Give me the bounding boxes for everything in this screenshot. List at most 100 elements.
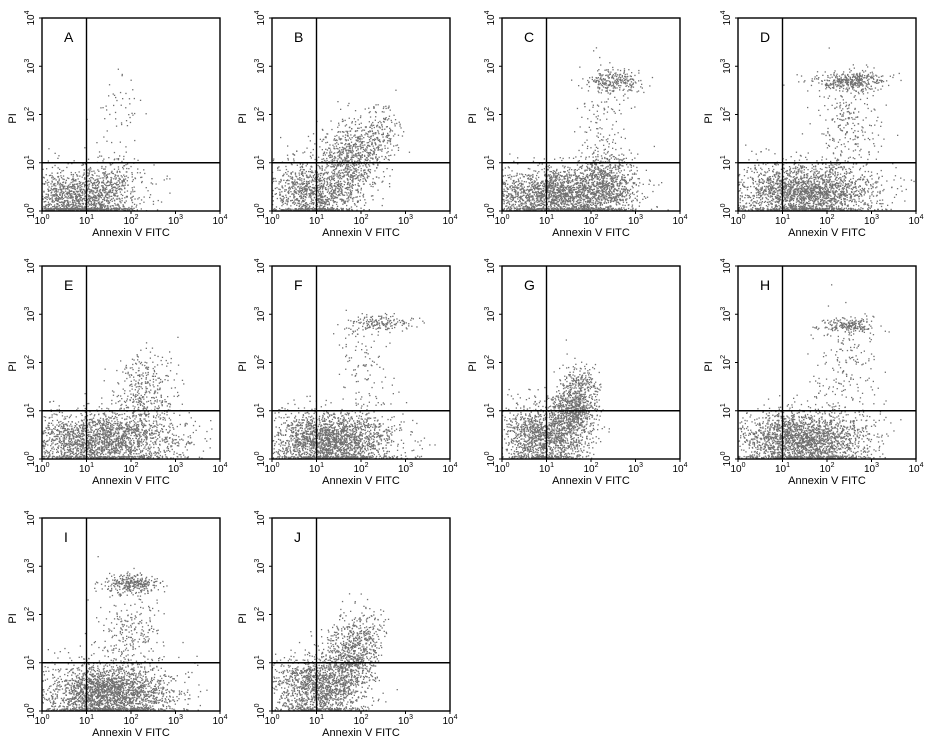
data-point	[55, 190, 57, 193]
data-point	[293, 185, 295, 187]
data-point	[73, 188, 76, 190]
data-point	[275, 209, 277, 211]
data-point	[280, 136, 282, 139]
data-point	[344, 171, 346, 173]
data-point	[95, 208, 98, 210]
data-point	[568, 207, 570, 209]
data-point	[45, 206, 47, 209]
data-point	[373, 126, 375, 129]
data-point	[273, 208, 275, 211]
data-point	[311, 190, 313, 192]
data-point	[121, 197, 123, 200]
data-point	[305, 187, 307, 190]
data-point	[117, 186, 119, 188]
data-point	[544, 189, 546, 191]
data-point	[304, 202, 306, 205]
data-point	[594, 185, 596, 188]
data-point	[368, 152, 370, 154]
data-point	[63, 200, 66, 202]
data-point	[612, 181, 614, 183]
data-point	[347, 171, 349, 173]
data-point	[337, 164, 340, 166]
data-point	[581, 167, 583, 170]
data-point	[371, 125, 373, 127]
data-point	[349, 158, 352, 161]
data-point	[108, 181, 110, 183]
data-point	[594, 195, 596, 197]
data-point	[293, 197, 295, 199]
data-point	[388, 134, 390, 136]
data-point	[516, 181, 518, 183]
data-point	[301, 166, 304, 169]
data-point	[56, 188, 58, 190]
data-point	[156, 209, 159, 211]
data-point	[459, 168, 460, 169]
data-point	[287, 179, 289, 181]
data-point	[82, 174, 84, 176]
data-point	[116, 192, 118, 194]
data-point	[288, 187, 290, 189]
data-point	[537, 188, 539, 190]
data-point	[309, 205, 311, 207]
data-point	[108, 173, 111, 175]
data-point	[33, 205, 34, 206]
data-point	[511, 205, 513, 207]
data-point	[326, 157, 328, 160]
data-point	[117, 203, 119, 205]
data-point	[362, 175, 364, 177]
data-point	[311, 189, 313, 191]
data-point	[346, 131, 348, 134]
data-point	[571, 179, 574, 182]
data-point	[321, 180, 323, 182]
data-point	[616, 193, 618, 195]
data-point	[106, 192, 108, 194]
data-point	[316, 178, 319, 180]
data-point	[104, 189, 106, 192]
data-point	[124, 175, 126, 178]
data-point	[291, 199, 294, 201]
data-point	[57, 181, 59, 183]
data-point	[312, 180, 314, 182]
data-point	[583, 206, 585, 208]
data-point	[376, 136, 379, 139]
data-point	[557, 201, 559, 203]
data-point	[85, 184, 87, 186]
data-point	[301, 173, 303, 175]
data-point	[68, 189, 70, 191]
data-point	[563, 205, 565, 208]
data-point	[381, 181, 383, 183]
data-point	[328, 202, 330, 204]
data-point	[341, 165, 343, 167]
data-point	[325, 187, 327, 189]
data-point	[77, 199, 79, 202]
data-point	[461, 200, 462, 201]
data-point	[326, 182, 329, 184]
data-point	[480, 178, 481, 179]
data-point	[82, 183, 84, 185]
data-point	[378, 126, 381, 128]
data-point	[69, 194, 71, 196]
data-point	[105, 184, 107, 186]
data-point	[568, 169, 571, 171]
data-point	[518, 205, 520, 207]
data-point	[112, 197, 114, 199]
data-point	[319, 204, 321, 206]
data-point	[336, 184, 338, 186]
data-point	[313, 196, 316, 199]
data-point	[333, 139, 335, 141]
data-point	[302, 193, 304, 195]
data-point	[582, 202, 584, 204]
data-point	[351, 122, 353, 124]
data-point	[55, 207, 58, 210]
data-point	[287, 183, 289, 185]
data-point	[336, 163, 339, 166]
data-point	[331, 171, 333, 173]
data-point	[583, 188, 585, 191]
data-point	[76, 195, 79, 198]
data-point	[107, 191, 109, 193]
data-point	[289, 187, 291, 189]
data-point	[388, 159, 390, 161]
data-point	[113, 193, 115, 195]
data-point	[116, 184, 118, 186]
data-point	[547, 180, 549, 183]
